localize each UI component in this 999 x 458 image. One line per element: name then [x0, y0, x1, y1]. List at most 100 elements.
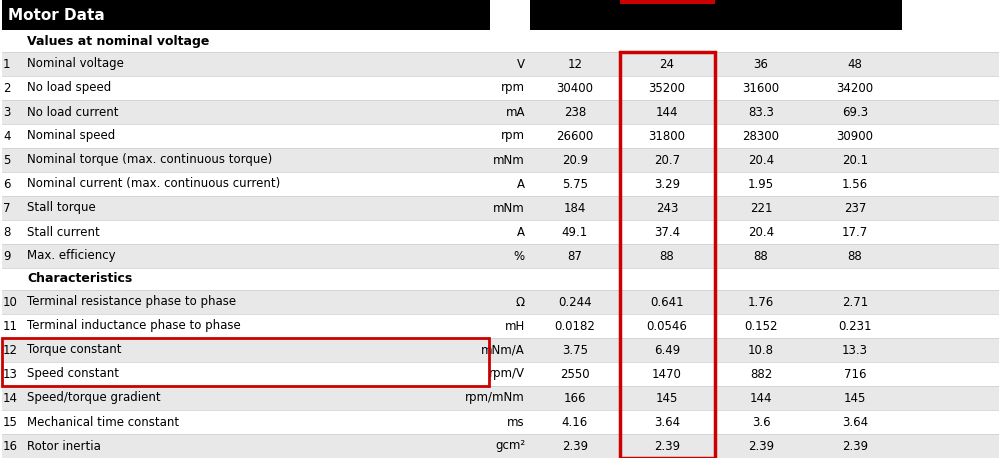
- Text: 35200: 35200: [648, 82, 685, 94]
- Bar: [530, 0, 620, 30]
- Text: 0.244: 0.244: [558, 295, 591, 309]
- Text: 8: 8: [3, 225, 10, 239]
- Text: 83.3: 83.3: [748, 105, 774, 119]
- Text: Mechanical time constant: Mechanical time constant: [27, 415, 179, 429]
- Bar: [808, 220, 902, 244]
- Bar: [2, 76, 490, 100]
- Text: 2.71: 2.71: [842, 295, 868, 309]
- Bar: [2, 172, 490, 196]
- Text: 0.152: 0.152: [744, 320, 778, 333]
- Bar: [715, 220, 808, 244]
- Text: 882: 882: [750, 367, 772, 381]
- Text: 10: 10: [3, 295, 18, 309]
- Text: Terminal resistance phase to phase: Terminal resistance phase to phase: [27, 295, 236, 309]
- Text: 3.64: 3.64: [842, 415, 868, 429]
- Bar: [808, 196, 902, 220]
- Bar: [2, 410, 490, 434]
- Bar: [530, 386, 620, 410]
- Text: 37.4: 37.4: [654, 225, 680, 239]
- Bar: [530, 196, 620, 220]
- Bar: [2, 268, 999, 290]
- Bar: [715, 410, 808, 434]
- Bar: [490, 410, 530, 434]
- Bar: [2, 220, 490, 244]
- Text: 12: 12: [3, 344, 18, 356]
- Bar: [715, 290, 808, 314]
- Bar: [808, 338, 902, 362]
- Text: 20.1: 20.1: [842, 153, 868, 167]
- Bar: [902, 386, 999, 410]
- Text: 20.4: 20.4: [748, 153, 774, 167]
- Bar: [808, 100, 902, 124]
- Text: 28300: 28300: [742, 130, 779, 142]
- Text: Speed/torque gradient: Speed/torque gradient: [27, 392, 161, 404]
- Text: 88: 88: [753, 250, 768, 262]
- Bar: [620, 290, 715, 314]
- Text: 1.95: 1.95: [748, 178, 774, 191]
- Text: 145: 145: [655, 392, 678, 404]
- Bar: [620, 220, 715, 244]
- Bar: [490, 362, 530, 386]
- Text: mNm: mNm: [494, 153, 525, 167]
- Bar: [530, 410, 620, 434]
- Text: No load current: No load current: [27, 105, 119, 119]
- Text: 31600: 31600: [742, 82, 779, 94]
- Text: 3.6: 3.6: [751, 415, 770, 429]
- Text: 14: 14: [3, 392, 18, 404]
- Bar: [530, 100, 620, 124]
- Text: 20.4: 20.4: [748, 225, 774, 239]
- Text: 87: 87: [567, 250, 582, 262]
- Text: 144: 144: [750, 392, 772, 404]
- Bar: [490, 76, 530, 100]
- Bar: [490, 434, 530, 458]
- Text: 31800: 31800: [648, 130, 685, 142]
- Bar: [2, 52, 490, 76]
- Bar: [620, 434, 715, 458]
- Text: 1.56: 1.56: [842, 178, 868, 191]
- Text: 3.29: 3.29: [654, 178, 680, 191]
- Bar: [490, 148, 530, 172]
- Text: 2: 2: [3, 82, 11, 94]
- Bar: [902, 52, 999, 76]
- Bar: [902, 244, 999, 268]
- Text: 36: 36: [753, 58, 768, 71]
- Bar: [902, 220, 999, 244]
- Bar: [902, 148, 999, 172]
- Text: Nominal torque (max. continuous torque): Nominal torque (max. continuous torque): [27, 153, 273, 167]
- Bar: [620, 338, 715, 362]
- Bar: [530, 338, 620, 362]
- Text: 10.8: 10.8: [748, 344, 774, 356]
- Text: 0.641: 0.641: [650, 295, 683, 309]
- Bar: [2, 314, 490, 338]
- Text: mNm: mNm: [494, 202, 525, 214]
- Bar: [530, 362, 620, 386]
- Text: No load speed: No load speed: [27, 82, 111, 94]
- Text: 24: 24: [659, 58, 674, 71]
- Text: 16: 16: [3, 440, 18, 453]
- Bar: [2, 244, 490, 268]
- Text: 0.0546: 0.0546: [646, 320, 687, 333]
- Text: 11: 11: [3, 320, 18, 333]
- Text: 237: 237: [844, 202, 866, 214]
- Bar: [808, 362, 902, 386]
- Text: 7: 7: [3, 202, 11, 214]
- Text: 5.75: 5.75: [562, 178, 588, 191]
- Bar: [808, 148, 902, 172]
- Bar: [490, 338, 530, 362]
- Bar: [490, 290, 530, 314]
- Text: 20.9: 20.9: [561, 153, 588, 167]
- Bar: [620, 314, 715, 338]
- Bar: [808, 0, 902, 30]
- Bar: [2, 434, 490, 458]
- Text: Stall current: Stall current: [27, 225, 100, 239]
- Bar: [715, 362, 808, 386]
- Text: 3.64: 3.64: [654, 415, 680, 429]
- Text: 30900: 30900: [836, 130, 873, 142]
- Bar: [808, 290, 902, 314]
- Bar: [715, 434, 808, 458]
- Bar: [530, 124, 620, 148]
- Bar: [808, 172, 902, 196]
- Bar: [620, 0, 715, 4]
- Bar: [490, 172, 530, 196]
- Bar: [620, 196, 715, 220]
